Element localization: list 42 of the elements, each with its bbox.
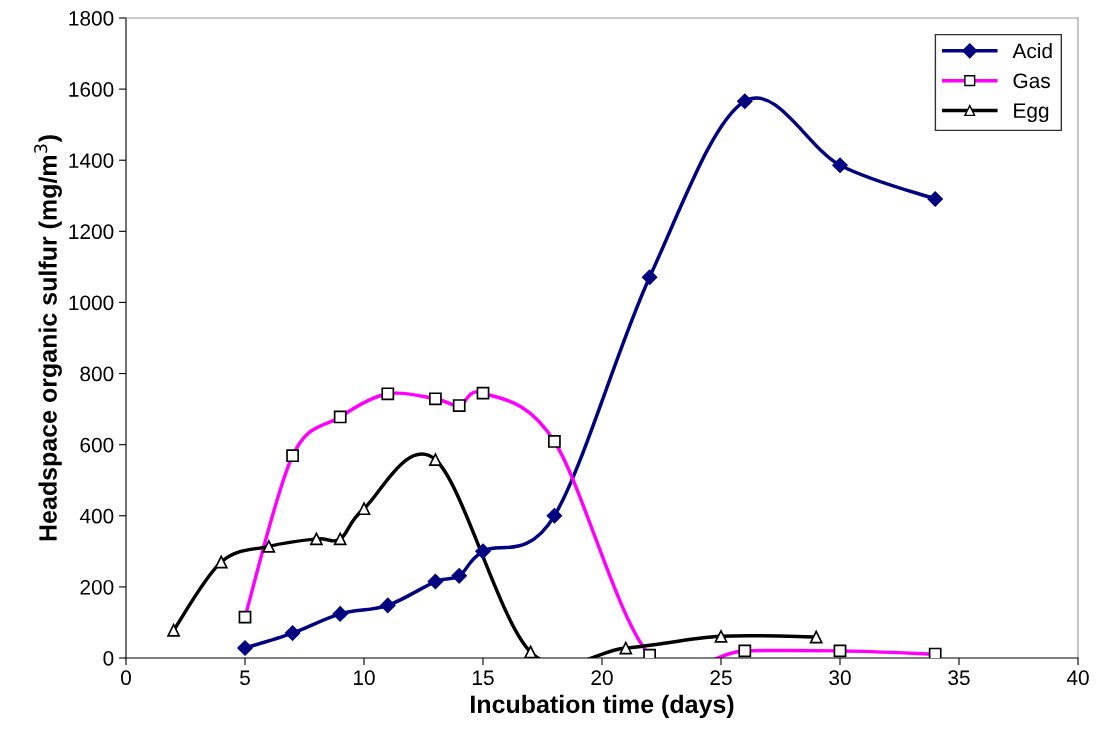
y-tick-label: 600: [80, 437, 114, 453]
x-tick-label: 35: [948, 670, 970, 686]
point: [167, 623, 180, 637]
x-axis-title: Incubation time (days): [471, 694, 734, 719]
y-tick-label: 400: [79, 508, 114, 524]
point: [451, 568, 467, 584]
x-tick-label: 0: [121, 670, 131, 686]
point: [333, 532, 347, 546]
point: [284, 625, 301, 641]
point: [737, 93, 753, 109]
legend-label: Acid: [1012, 43, 1052, 59]
y-tick-label: 0: [103, 651, 114, 666]
x-tick-label: 25: [710, 670, 732, 686]
y-axis-title: Headspace organic sulfur (mg/m$^{3}$): [34, 135, 62, 541]
x-tick-label: 15: [473, 670, 494, 686]
point: [641, 269, 658, 285]
x-tick-label: 40: [1066, 670, 1089, 686]
x-tick-label: 30: [829, 670, 851, 686]
x-tick-label: 5: [240, 670, 250, 686]
legend-label: Egg: [1014, 103, 1049, 123]
point: [427, 573, 444, 590]
point: [619, 641, 633, 655]
y-tick-label: 1000: [69, 295, 114, 311]
y-tick-label: 1400: [69, 153, 114, 168]
point: [380, 597, 396, 614]
point: [546, 508, 563, 524]
point: [832, 157, 848, 173]
y-tick-label: 1600: [69, 82, 114, 97]
point: [809, 630, 823, 644]
y-tick-label: 800: [80, 366, 114, 382]
x-tick-label: 20: [591, 670, 613, 686]
point: [310, 532, 323, 546]
legend-label: Gas: [1013, 73, 1050, 89]
y-tick-label: 1800: [69, 11, 114, 26]
point: [214, 555, 228, 569]
x-tick-label: 10: [354, 670, 375, 686]
y-tick-label: 1200: [69, 224, 114, 240]
point: [927, 191, 943, 207]
point: [475, 543, 491, 560]
point: [237, 640, 253, 656]
y-tick-label: 200: [80, 579, 114, 595]
point: [332, 606, 348, 622]
